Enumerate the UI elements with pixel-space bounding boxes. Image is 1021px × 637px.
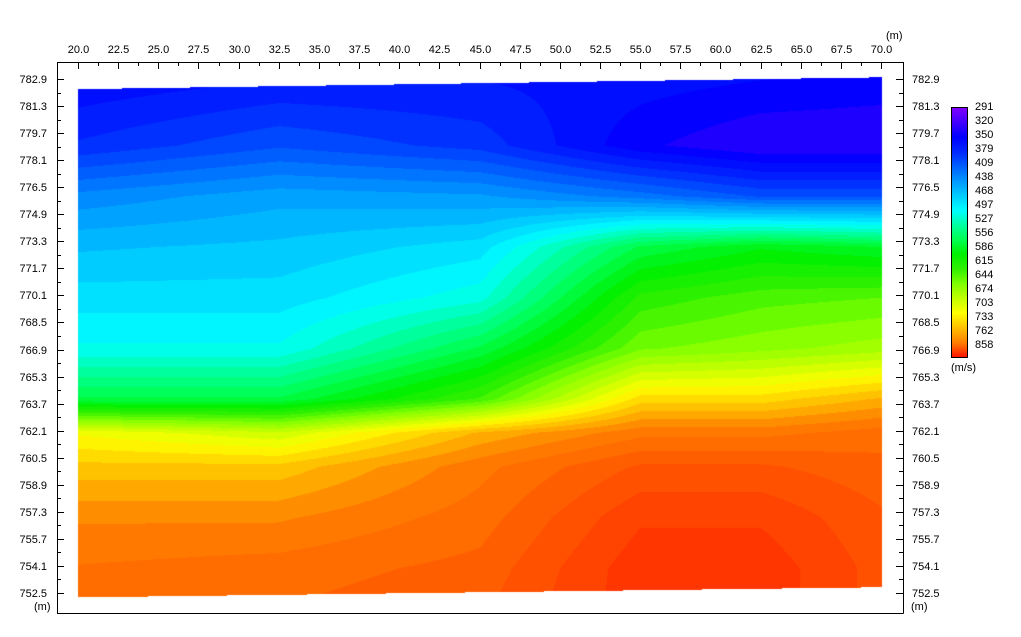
x-tick-label: 65.0 [790,44,813,56]
y-tick-label-right: 758.9 [912,479,940,492]
colorbar-tick-label: 409 [975,157,994,169]
y-tick-label-right: 779.7 [912,127,940,140]
colorbar-tick-label: 615 [975,255,994,267]
y-tick-label-left: 774.9 [19,208,47,221]
y-tick-label-right: 773.3 [912,235,940,248]
colorbar-tick-label: 858 [975,339,994,351]
y-tick-label-right: 771.7 [912,262,940,275]
y-tick-label-right: 760.5 [912,452,940,465]
colorbar-tick-label: 733 [975,311,994,323]
colorbar-tick-label: 556 [975,227,994,239]
x-unit-label: (m) [886,30,903,42]
y-tick-label-right: 776.5 [912,181,940,194]
x-tick-label: 32.5 [268,44,291,56]
y-tick-label-right: 768.5 [912,316,940,329]
x-tick-label: 67.5 [830,44,853,56]
y-tick-label-left: 782.9 [19,73,47,86]
y-tick-label-left: 771.7 [19,262,47,275]
y-tick-label-left: 773.3 [19,235,47,248]
y-tick-label-left: 779.7 [19,127,47,140]
y-tick-label-right: 754.1 [912,560,940,573]
colorbar-tick-label: 468 [975,185,994,197]
y-tick-label-left: 754.1 [19,560,47,573]
colorbar-tick-label: 674 [975,283,994,295]
x-tick-label: 50.0 [549,44,572,56]
colorbar-tick-label: 644 [975,269,994,281]
x-tick-label: 35.0 [308,44,331,56]
colorbar-tick-label: 320 [975,115,994,127]
colorbar-tick-label: 350 [975,129,994,141]
y-tick-label-right: 778.1 [912,154,940,167]
y-tick-label-right: 755.7 [912,533,940,546]
x-tick-label: 20.0 [67,44,90,56]
y-tick-label-right: 757.3 [912,506,940,519]
y-tick-label-left: 768.5 [19,316,47,329]
y-tick-label-left: 778.1 [19,154,47,167]
y-tick-label-left: 758.9 [19,479,47,492]
x-tick-label: 57.5 [669,44,692,56]
y-tick-label-right: 770.1 [912,289,940,302]
x-tick-label: 55.0 [629,44,652,56]
y-tick-label-right: 781.3 [912,100,940,113]
y-tick-label-right: 766.9 [912,344,940,357]
x-tick-label: 30.0 [228,44,251,56]
y-tick-label-left: 763.7 [19,398,47,411]
x-tick-label: 27.5 [187,44,210,56]
colorbar-tick-label: 291 [975,101,994,113]
colorbar-tick-label: 762 [975,325,994,337]
colorbar-tick-label: 497 [975,199,994,211]
y-tick-label-left: 770.1 [19,289,47,302]
y-tick-label-left: 755.7 [19,533,47,546]
y-tick-label-left: 757.3 [19,506,47,519]
x-tick-label: 37.5 [348,44,371,56]
colorbar-tick-label: 586 [975,241,994,253]
y-tick-label-left: 766.9 [19,344,47,357]
y-tick-label-right: 763.7 [912,398,940,411]
colorbar-tick-label: 527 [975,213,994,225]
y-tick-label-left: 760.5 [19,452,47,465]
colorbar [951,107,968,358]
y-tick-label-left: 752.5 [19,587,47,600]
y-tick-label-right: 782.9 [912,73,940,86]
x-tick-label: 60.0 [709,44,732,56]
y-tick-label-left: 762.1 [19,425,47,438]
y-tick-label-left: 781.3 [19,100,47,113]
y-tick-label-right: 765.3 [912,371,940,384]
y-tick-label-right: 752.5 [912,587,940,600]
y-tick-label-right: 762.1 [912,425,940,438]
y-tick-label-right: 774.9 [912,208,940,221]
y-unit-label-right: (m) [911,601,928,613]
x-tick-label: 25.0 [147,44,170,56]
x-tick-label: 47.5 [509,44,532,56]
x-tick-label: 52.5 [589,44,612,56]
x-tick-label: 22.5 [107,44,130,56]
colorbar-tick-label: 703 [975,297,994,309]
y-tick-label-left: 776.5 [19,181,47,194]
x-tick-label: 70.0 [870,44,893,56]
y-tick-label-left: 765.3 [19,371,47,384]
x-tick-label: 42.5 [428,44,451,56]
y-unit-label-left: (m) [34,601,51,613]
colorbar-tick-label: 379 [975,143,994,155]
x-tick-label: 62.5 [750,44,773,56]
x-tick-label: 45.0 [469,44,492,56]
colorbar-tick-label: 438 [975,171,994,183]
colorbar-unit-label: (m/s) [951,362,977,374]
x-tick-label: 40.0 [388,44,411,56]
